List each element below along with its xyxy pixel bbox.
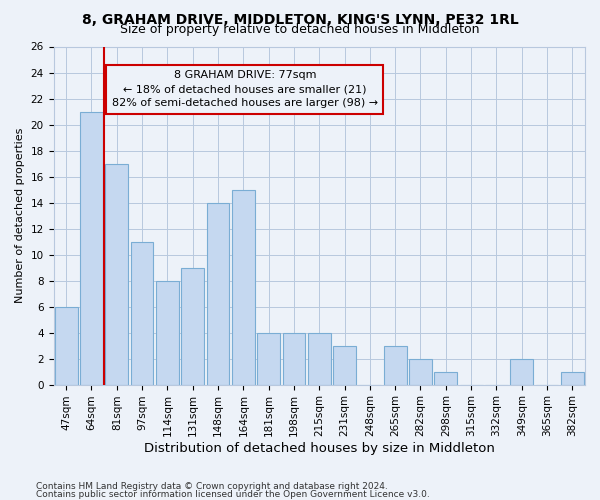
Bar <box>131 242 154 384</box>
Bar <box>106 164 128 384</box>
Bar <box>232 190 255 384</box>
Bar <box>283 332 305 384</box>
Bar <box>55 306 77 384</box>
Text: Contains HM Land Registry data © Crown copyright and database right 2024.: Contains HM Land Registry data © Crown c… <box>36 482 388 491</box>
Text: 8 GRAHAM DRIVE: 77sqm
← 18% of detached houses are smaller (21)
82% of semi-deta: 8 GRAHAM DRIVE: 77sqm ← 18% of detached … <box>112 70 378 108</box>
Bar <box>308 332 331 384</box>
Bar <box>181 268 204 384</box>
X-axis label: Distribution of detached houses by size in Middleton: Distribution of detached houses by size … <box>144 442 495 455</box>
Text: Contains public sector information licensed under the Open Government Licence v3: Contains public sector information licen… <box>36 490 430 499</box>
Y-axis label: Number of detached properties: Number of detached properties <box>15 128 25 303</box>
Bar <box>511 358 533 384</box>
Bar <box>561 372 584 384</box>
Bar <box>206 202 229 384</box>
Bar <box>333 346 356 385</box>
Bar <box>434 372 457 384</box>
Bar <box>257 332 280 384</box>
Text: 8, GRAHAM DRIVE, MIDDLETON, KING'S LYNN, PE32 1RL: 8, GRAHAM DRIVE, MIDDLETON, KING'S LYNN,… <box>82 12 518 26</box>
Bar <box>409 358 432 384</box>
Bar <box>156 280 179 384</box>
Bar <box>80 112 103 384</box>
Text: Size of property relative to detached houses in Middleton: Size of property relative to detached ho… <box>120 22 480 36</box>
Bar <box>384 346 407 385</box>
